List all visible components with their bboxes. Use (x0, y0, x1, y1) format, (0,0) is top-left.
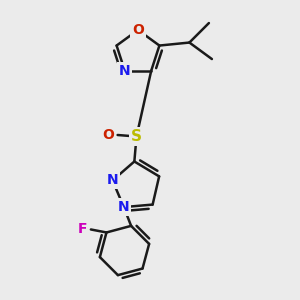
Text: F: F (78, 223, 87, 236)
Text: N: N (118, 200, 130, 214)
Text: O: O (132, 23, 144, 37)
Text: N: N (119, 64, 130, 78)
Text: N: N (107, 173, 118, 188)
Text: S: S (131, 129, 142, 144)
Text: O: O (102, 128, 114, 142)
